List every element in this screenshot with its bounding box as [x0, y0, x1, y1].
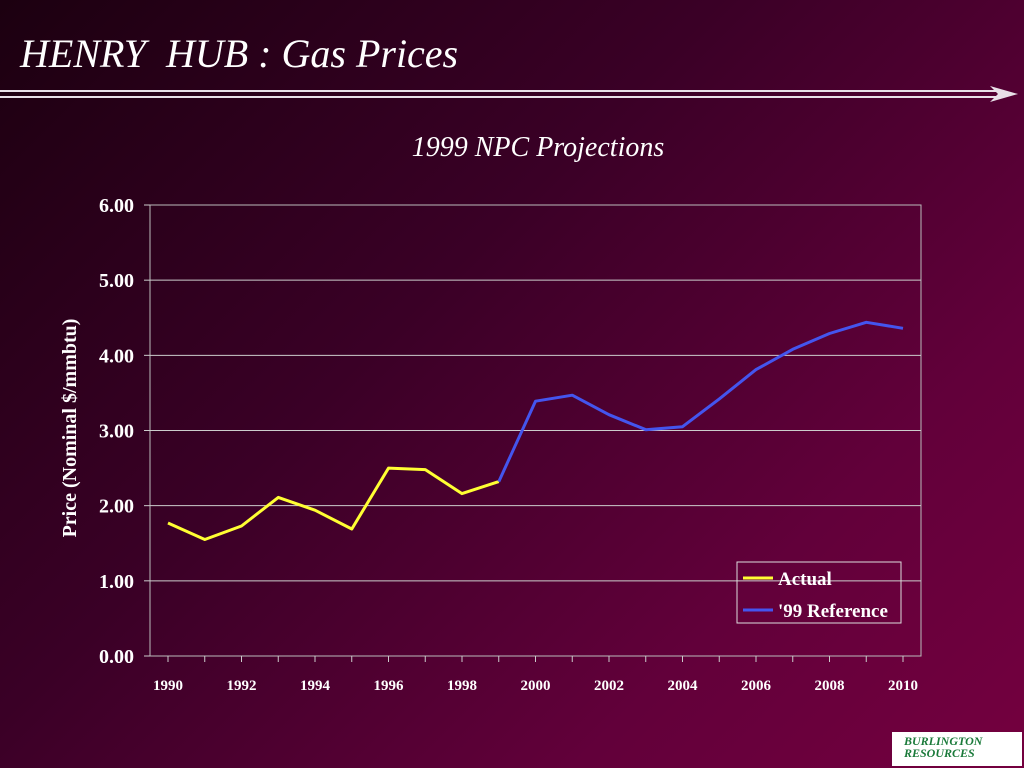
chart-title: 1999 NPC Projections [412, 132, 665, 163]
series-line-actual [167, 466, 500, 541]
x-tick-label: 2006 [741, 678, 772, 694]
x-tick-label: 2002 [594, 678, 624, 694]
slide-title: HENRY HUB : Gas Prices [20, 31, 459, 76]
logo-line-1: BURLINGTON [904, 734, 983, 748]
legend: Actual '99 Reference [736, 561, 902, 624]
burlington-resources-logo: BURLINGTON RESOURCES [892, 732, 1022, 766]
legend-box [736, 561, 902, 624]
x-tick-label: 1998 [447, 678, 477, 694]
x-tick-label: 2004 [668, 678, 699, 694]
legend-label: Actual [778, 569, 832, 590]
x-axis: 1990 1992 1994 1996 1998 2000 2002 2004 2006 2008… [153, 656, 918, 694]
x-tick-label: 1992 [227, 678, 257, 694]
x-tick-label: 2010 [888, 678, 918, 694]
y-tick-label: 2.00 [99, 496, 134, 518]
y-tick-label: 6.00 [99, 195, 134, 217]
x-tick-label: 1994 [300, 678, 331, 694]
title-underline-arrow [0, 86, 1018, 102]
y-tick-label: 0.00 [99, 646, 134, 668]
x-tick-label: 2000 [521, 678, 551, 694]
gridlines [150, 279, 921, 582]
y-axis-label: Price (Nominal $/mmbtu) [59, 319, 81, 538]
y-tick-label: 3.00 [99, 421, 134, 443]
y-axis: 0.00 1.00 2.00 3.00 4.00 5.00 6.00 [99, 195, 150, 668]
y-tick-label: 1.00 [99, 571, 134, 593]
legend-label: '99 Reference [778, 601, 888, 622]
series-lines [167, 320, 904, 541]
x-tick-label: 1990 [153, 678, 183, 694]
x-tick-label: 1996 [374, 678, 405, 694]
y-tick-label: 4.00 [99, 345, 134, 367]
x-tick-label: 2008 [815, 678, 845, 694]
logo-line-2: RESOURCES [904, 746, 975, 760]
y-tick-label: 5.00 [99, 270, 134, 292]
series-line-reference [497, 320, 904, 483]
